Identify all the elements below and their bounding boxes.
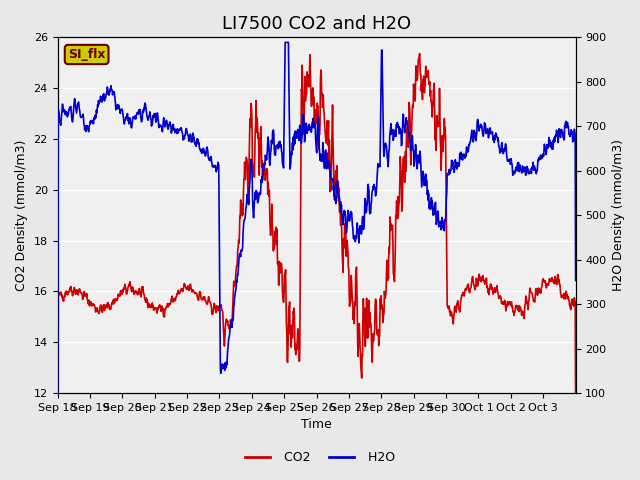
Y-axis label: CO2 Density (mmol/m3): CO2 Density (mmol/m3) <box>15 140 28 291</box>
X-axis label: Time: Time <box>301 419 332 432</box>
Text: SI_flx: SI_flx <box>68 48 106 61</box>
Y-axis label: H2O Density (mmol/m3): H2O Density (mmol/m3) <box>612 139 625 291</box>
Title: LI7500 CO2 and H2O: LI7500 CO2 and H2O <box>222 15 411 33</box>
Legend:  CO2,  H2O: CO2, H2O <box>240 446 400 469</box>
